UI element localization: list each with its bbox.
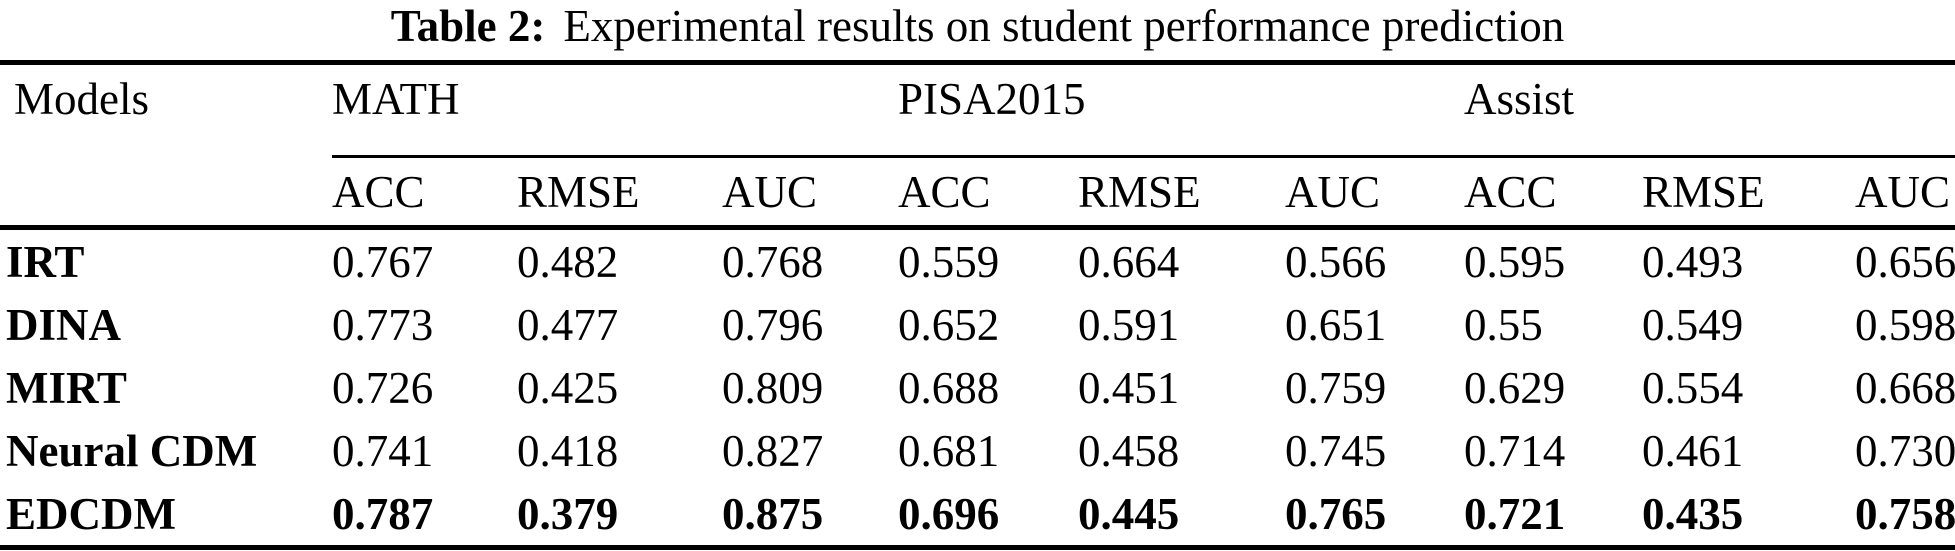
value-cell: 0.875 [722, 488, 824, 539]
value-cell: 0.554 [1642, 362, 1744, 413]
table-row-mirt: MIRT 0.726 0.425 0.809 0.688 0.451 0.759… [0, 356, 1955, 419]
value-cell: 0.745 [1285, 425, 1387, 476]
caption-text: Experimental results on student performa… [563, 1, 1565, 51]
models-column-header: Models [0, 62, 332, 230]
value-cell: 0.809 [722, 362, 824, 413]
model-cell: MIRT [6, 362, 127, 413]
table-row-edcdm: EDCDM 0.787 0.379 0.875 0.696 0.445 0.76… [0, 482, 1955, 548]
value-cell: 0.482 [517, 236, 619, 287]
model-cell: Neural CDM [6, 425, 258, 476]
value-cell: 0.721 [1464, 488, 1566, 539]
value-cell: 0.559 [898, 236, 1000, 287]
metric-header-assist-acc: ACC [1464, 156, 1643, 230]
value-cell: 0.765 [1285, 488, 1387, 539]
value-cell: 0.726 [332, 362, 434, 413]
value-cell: 0.827 [722, 425, 824, 476]
value-cell: 0.598 [1855, 299, 1955, 350]
group-header-row: Models MATH PISA2015 Assist [0, 62, 1955, 230]
metric-header-math-acc: ACC [332, 156, 517, 230]
value-cell: 0.714 [1464, 425, 1566, 476]
metric-header-pisa-rmse: RMSE [1078, 156, 1286, 230]
caption-label: Table 2: [390, 1, 546, 51]
value-cell: 0.493 [1642, 236, 1744, 287]
value-cell: 0.688 [898, 362, 1000, 413]
value-cell: 0.767 [332, 236, 434, 287]
value-cell: 0.477 [517, 299, 619, 350]
value-cell: 0.696 [898, 488, 1000, 539]
value-cell: 0.55 [1464, 299, 1543, 350]
value-cell: 0.379 [517, 488, 619, 539]
table-body: IRT 0.767 0.482 0.768 0.559 0.664 0.566 … [0, 228, 1955, 548]
table-row-neural-cdm: Neural CDM 0.741 0.418 0.827 0.681 0.458… [0, 419, 1955, 482]
value-cell: 0.773 [332, 299, 434, 350]
value-cell: 0.759 [1285, 362, 1387, 413]
model-cell: IRT [6, 236, 85, 287]
value-cell: 0.741 [332, 425, 434, 476]
value-cell: 0.445 [1078, 488, 1180, 539]
table-caption: Table 2: Experimental results on student … [0, 0, 1955, 52]
metric-header-row: ACC RMSE AUC ACC RMSE AUC ACC RMSE AUC [0, 156, 1955, 230]
value-cell: 0.566 [1285, 236, 1387, 287]
value-cell: 0.768 [722, 236, 824, 287]
metric-header-math-auc: AUC [722, 156, 899, 230]
metric-header-pisa-auc: AUC [1285, 156, 1465, 230]
metric-header-math-rmse: RMSE [517, 156, 722, 230]
value-cell: 0.656 [1855, 236, 1955, 287]
value-cell: 0.664 [1078, 236, 1180, 287]
value-cell: 0.458 [1078, 425, 1180, 476]
group-header-pisa2015: PISA2015 [898, 62, 1465, 158]
value-cell: 0.787 [332, 488, 434, 539]
group-header-assist: Assist [1464, 62, 1955, 158]
metric-header-pisa-acc: ACC [898, 156, 1079, 230]
value-cell: 0.652 [898, 299, 1000, 350]
results-table: Models MATH PISA2015 Assist ACC RMSE AUC… [0, 60, 1955, 550]
value-cell: 0.418 [517, 425, 619, 476]
table-row-irt: IRT 0.767 0.482 0.768 0.559 0.664 0.566 … [0, 228, 1955, 294]
value-cell: 0.549 [1642, 299, 1744, 350]
table-header: Models MATH PISA2015 Assist ACC RMSE AUC… [0, 62, 1955, 230]
table-row-dina: DINA 0.773 0.477 0.796 0.652 0.591 0.651… [0, 293, 1955, 356]
value-cell: 0.758 [1855, 488, 1955, 539]
value-cell: 0.461 [1642, 425, 1744, 476]
value-cell: 0.796 [722, 299, 824, 350]
value-cell: 0.425 [517, 362, 619, 413]
value-cell: 0.629 [1464, 362, 1566, 413]
group-header-math: MATH [332, 62, 899, 158]
value-cell: 0.681 [898, 425, 1000, 476]
metric-header-assist-auc: AUC [1855, 156, 1955, 230]
value-cell: 0.730 [1855, 425, 1955, 476]
metric-header-assist-rmse: RMSE [1642, 156, 1856, 230]
model-cell: EDCDM [6, 488, 176, 539]
value-cell: 0.668 [1855, 362, 1955, 413]
value-cell: 0.651 [1285, 299, 1387, 350]
value-cell: 0.435 [1642, 488, 1744, 539]
value-cell: 0.451 [1078, 362, 1180, 413]
value-cell: 0.591 [1078, 299, 1180, 350]
value-cell: 0.595 [1464, 236, 1566, 287]
model-cell: DINA [6, 299, 122, 350]
